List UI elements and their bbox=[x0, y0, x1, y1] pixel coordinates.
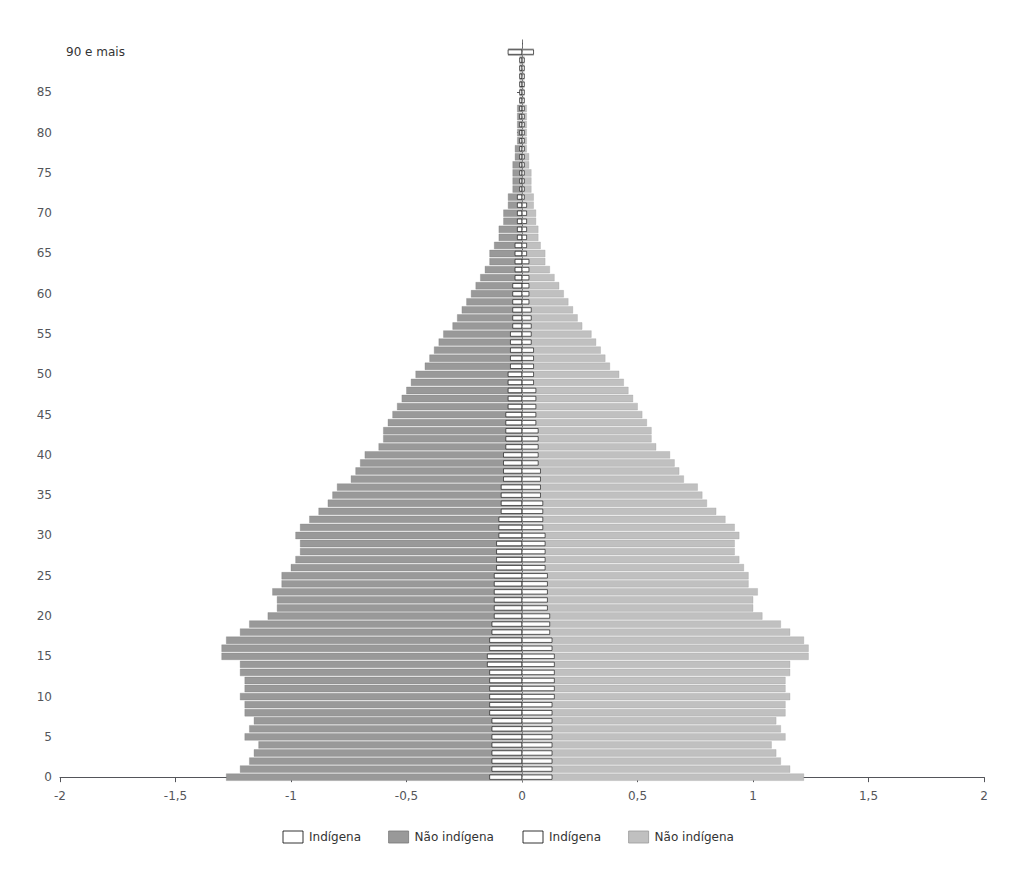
svg-text:Não indígena: Não indígena bbox=[655, 830, 734, 844]
svg-text:-0,5: -0,5 bbox=[395, 789, 418, 803]
svg-text:75: 75 bbox=[37, 166, 52, 180]
svg-text:1: 1 bbox=[749, 789, 757, 803]
svg-text:60: 60 bbox=[37, 287, 52, 301]
svg-text:Indígena: Indígena bbox=[309, 830, 361, 844]
svg-text:85: 85 bbox=[37, 85, 52, 99]
svg-text:-1,5: -1,5 bbox=[164, 789, 187, 803]
svg-text:0,5: 0,5 bbox=[628, 789, 647, 803]
svg-text:0: 0 bbox=[44, 770, 52, 784]
svg-text:0: 0 bbox=[518, 789, 526, 803]
svg-text:2: 2 bbox=[980, 789, 988, 803]
svg-text:1,5: 1,5 bbox=[859, 789, 878, 803]
svg-text:-1: -1 bbox=[285, 789, 297, 803]
svg-text:10: 10 bbox=[37, 690, 52, 704]
svg-text:45: 45 bbox=[37, 408, 52, 422]
svg-text:80: 80 bbox=[37, 126, 52, 140]
svg-text:40: 40 bbox=[37, 448, 52, 462]
svg-text:90 e mais: 90 e mais bbox=[66, 45, 125, 59]
svg-text:-2: -2 bbox=[54, 789, 66, 803]
svg-text:20: 20 bbox=[37, 609, 52, 623]
svg-text:65: 65 bbox=[37, 246, 52, 260]
svg-text:50: 50 bbox=[37, 367, 52, 381]
svg-text:30: 30 bbox=[37, 528, 52, 542]
svg-text:5: 5 bbox=[44, 730, 52, 744]
svg-text:Indígena: Indígena bbox=[549, 830, 601, 844]
svg-text:25: 25 bbox=[37, 569, 52, 583]
svg-text:35: 35 bbox=[37, 488, 52, 502]
svg-text:15: 15 bbox=[37, 649, 52, 663]
svg-text:55: 55 bbox=[37, 327, 52, 341]
svg-text:70: 70 bbox=[37, 206, 52, 220]
svg-text:Não indígena: Não indígena bbox=[415, 830, 494, 844]
